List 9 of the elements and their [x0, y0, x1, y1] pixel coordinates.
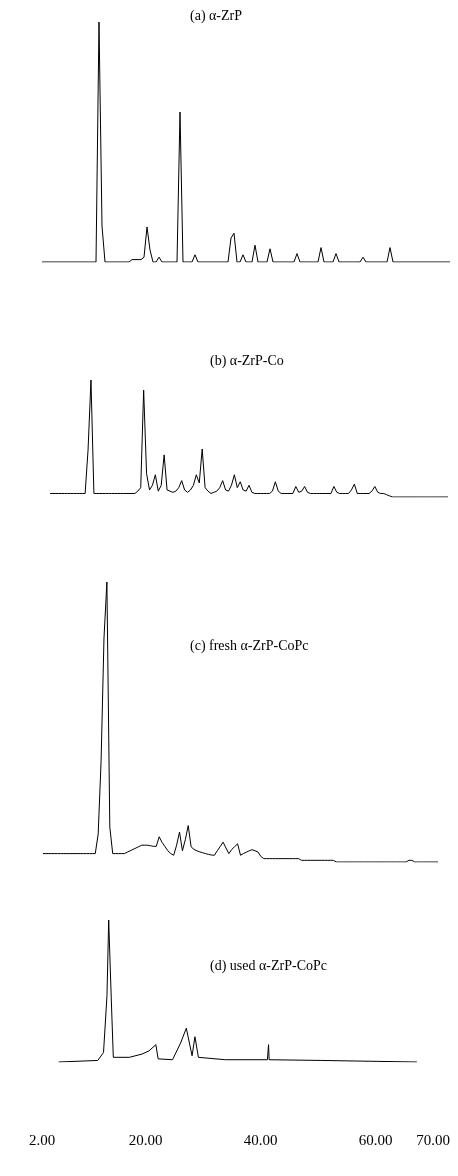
text: (c) fresh α-ZrP-CoPc — [190, 637, 309, 654]
x-tick-label: 70.00 — [416, 1131, 450, 1148]
x-tick-label: 60.00 — [358, 1131, 393, 1148]
chart-title: (a) α-ZrP — [190, 7, 243, 24]
x-tick-label: 20.00 — [128, 1131, 163, 1148]
x-tick-label: 40.00 — [243, 1131, 278, 1148]
x-tick-label: 2.00 — [28, 1131, 56, 1148]
text: (d) used α-ZrP-CoPc — [210, 957, 327, 974]
chart-title: (b) α-ZrP-Co — [210, 352, 284, 369]
